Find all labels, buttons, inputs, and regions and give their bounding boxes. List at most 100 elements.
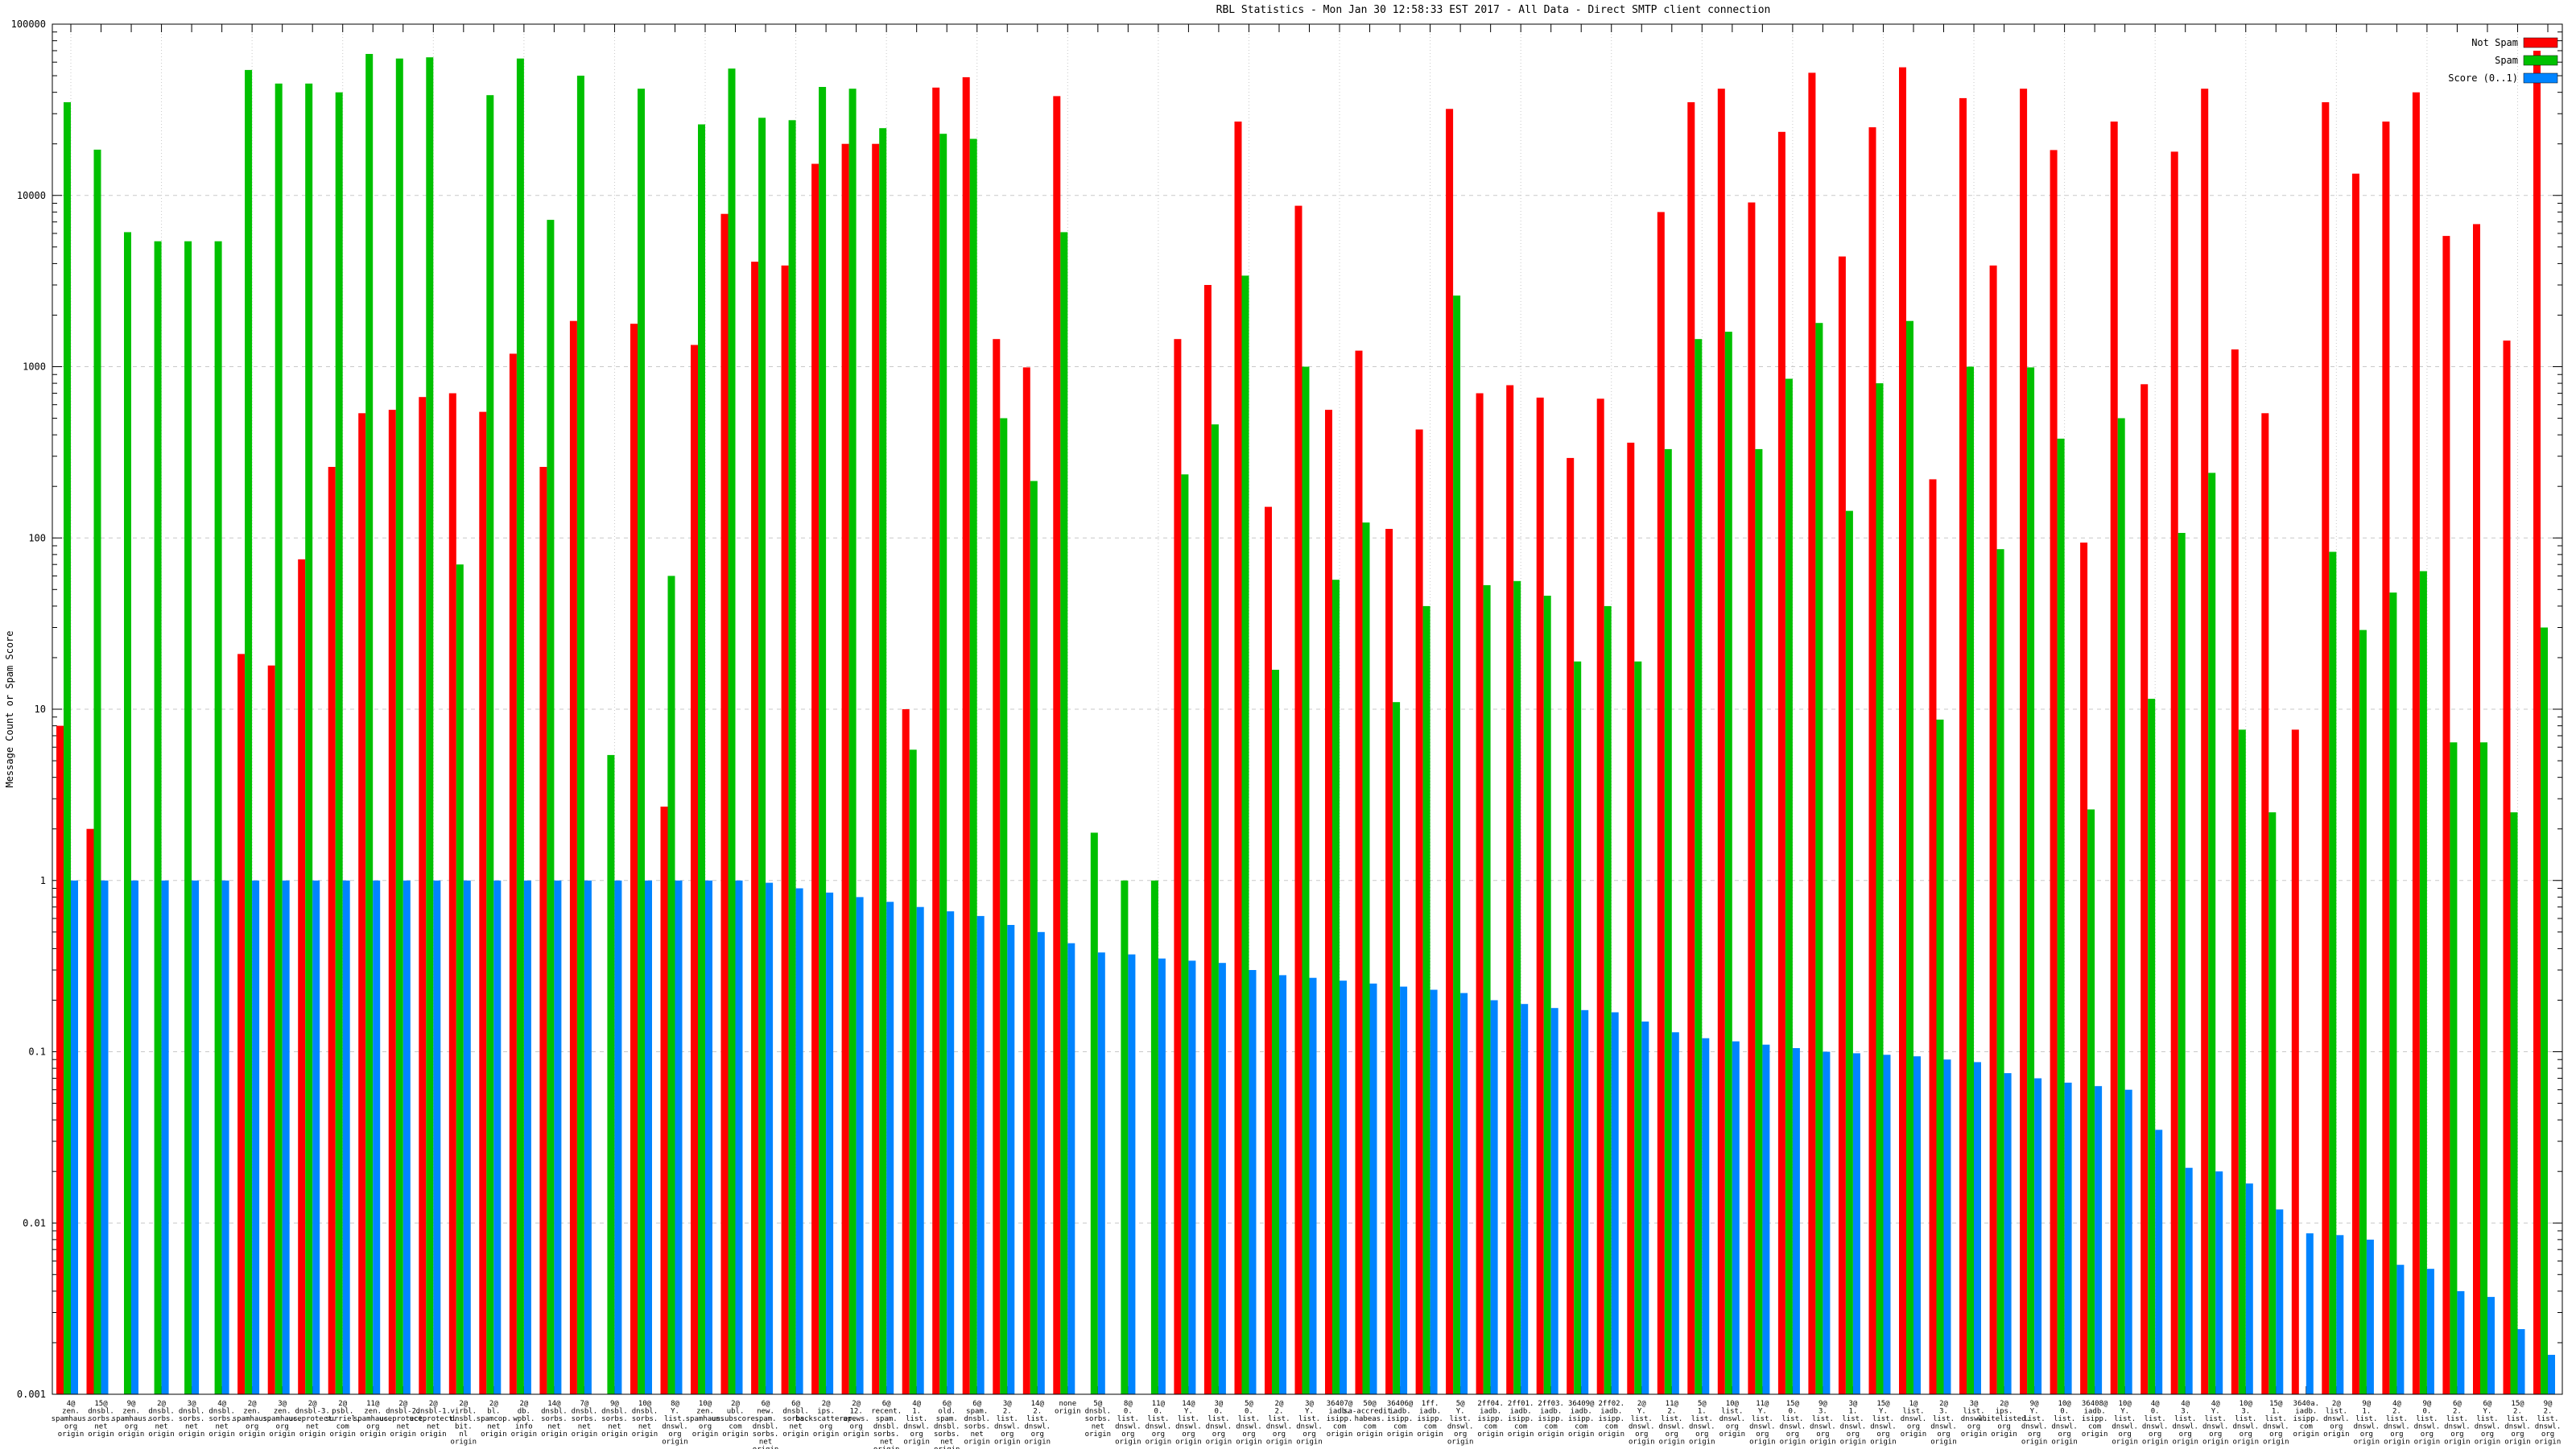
x-category-label: origin xyxy=(1055,1408,1081,1416)
x-category-label: isipp. xyxy=(1508,1415,1534,1423)
bar-spam-9 xyxy=(335,92,343,1395)
x-category-label: dnswl. xyxy=(2021,1423,2048,1431)
bar-score-0-1--1 xyxy=(101,880,109,1395)
bar-score-0-1--71 xyxy=(2215,1171,2223,1394)
bar-score-0-1--18 xyxy=(614,880,622,1395)
bar-not-spam-81 xyxy=(2503,341,2511,1395)
bar-not-spam-62 xyxy=(1929,479,1937,1394)
bar-spam-57 xyxy=(1785,378,1793,1394)
bar-score-0-1--31 xyxy=(1007,925,1015,1394)
x-category-label: net xyxy=(578,1423,591,1431)
bar-score-0-1--64 xyxy=(2004,1073,2012,1394)
x-category-label: Y. xyxy=(1637,1408,1646,1416)
bar-spam-75 xyxy=(2329,551,2337,1394)
x-category-label: 2ff03. xyxy=(1538,1400,1564,1408)
x-category-label: org xyxy=(125,1423,138,1431)
x-category-label: isipp. xyxy=(2082,1415,2108,1423)
bar-score-0-1--60 xyxy=(1883,1055,1891,1394)
bar-not-spam-74 xyxy=(2291,729,2299,1394)
x-category-label: dnswl. xyxy=(1025,1423,1051,1431)
bar-score-0-1--24 xyxy=(795,888,803,1394)
bar-not-spam-77 xyxy=(2382,122,2390,1394)
bar-not-spam-16 xyxy=(539,467,547,1394)
x-category-label: origin xyxy=(2172,1439,2198,1447)
x-category-label: net xyxy=(487,1423,500,1431)
x-category-label: 3@ xyxy=(1849,1400,1858,1408)
x-category-label: origin xyxy=(903,1439,930,1447)
x-category-label: Y. xyxy=(1456,1408,1465,1416)
bar-not-spam-12 xyxy=(419,397,427,1395)
x-category-label: org xyxy=(910,1430,923,1439)
bar-score-0-1--68 xyxy=(2124,1089,2132,1394)
x-category-label: list. xyxy=(2476,1415,2498,1423)
bar-spam-62 xyxy=(1936,719,1944,1394)
bar-not-spam-40 xyxy=(1265,506,1272,1394)
bar-score-0-1--81 xyxy=(2517,1329,2525,1394)
bar-spam-60 xyxy=(1876,383,1884,1395)
bar-spam-15 xyxy=(516,58,524,1395)
x-category-label: origin xyxy=(782,1430,809,1439)
bar-score-0-1--34 xyxy=(1097,952,1105,1394)
x-category-label: 1@ xyxy=(1909,1400,1918,1408)
x-category-label: com xyxy=(1514,1423,1527,1431)
bar-not-spam-19 xyxy=(630,324,638,1395)
x-category-label: 15@ xyxy=(2269,1400,2283,1408)
bar-score-0-1--8 xyxy=(312,880,320,1395)
y-tick-label: 0.01 xyxy=(23,1217,46,1228)
bar-spam-31 xyxy=(1000,418,1008,1394)
x-category-label: ubl. xyxy=(727,1408,745,1416)
bar-score-0-1--29 xyxy=(947,911,955,1394)
x-category-label: 36407@ xyxy=(1327,1400,1353,1408)
x-category-label: isipp. xyxy=(2293,1415,2320,1423)
bar-spam-11 xyxy=(395,58,403,1395)
x-category-label: origin xyxy=(88,1430,114,1439)
x-category-label: org xyxy=(276,1423,289,1431)
x-category-label: 0. xyxy=(2060,1408,2069,1416)
x-category-label: origin xyxy=(299,1430,326,1439)
bar-score-0-1--35 xyxy=(1128,954,1136,1394)
x-category-label: com xyxy=(729,1423,741,1431)
x-category-label: 2@ xyxy=(1275,1400,1284,1408)
x-category-label: com xyxy=(1575,1423,1587,1431)
x-category-label: list. xyxy=(2205,1415,2227,1423)
x-category-label: 11@ xyxy=(366,1400,380,1408)
bar-not-spam-6 xyxy=(237,654,246,1394)
bar-not-spam-79 xyxy=(2442,236,2450,1395)
x-category-label: net xyxy=(940,1439,953,1447)
x-category-label: 2@ xyxy=(429,1400,438,1408)
x-category-label: com xyxy=(1484,1423,1497,1431)
x-category-label: zen. xyxy=(364,1408,382,1416)
x-category-label: dnsbl. xyxy=(572,1408,598,1416)
x-category-label: com xyxy=(1423,1423,1436,1431)
x-category-label: list. xyxy=(1147,1415,1169,1423)
bar-spam-51 xyxy=(1604,605,1612,1394)
bar-spam-48 xyxy=(1513,580,1521,1394)
x-category-label: dnswl. xyxy=(1689,1423,1715,1431)
x-category-label: origin xyxy=(2112,1439,2138,1447)
x-category-label: origin xyxy=(2475,1439,2501,1447)
x-category-label: org xyxy=(819,1423,832,1431)
legend-label-score-0-1-: Score (0..1) xyxy=(2448,72,2518,84)
x-category-label: com xyxy=(1605,1423,1618,1431)
bar-score-0-1--27 xyxy=(886,902,894,1394)
x-category-label: 2@ xyxy=(248,1400,257,1408)
plot-border xyxy=(52,23,2563,1395)
bar-not-spam-80 xyxy=(2473,224,2480,1394)
bar-spam-32 xyxy=(1030,481,1038,1394)
bar-score-0-1--75 xyxy=(2336,1235,2344,1394)
bar-spam-80 xyxy=(2480,742,2487,1394)
x-category-label: 3640a. xyxy=(2293,1400,2320,1408)
x-category-label: 7@ xyxy=(580,1400,588,1408)
x-category-label: org xyxy=(1847,1430,1860,1439)
x-category-label: 2. xyxy=(2453,1408,2462,1416)
bar-spam-7 xyxy=(275,83,283,1394)
x-category-label: 3@ xyxy=(1305,1400,1314,1408)
x-category-label: origin xyxy=(1810,1439,1836,1447)
x-category-label: org xyxy=(1937,1430,1950,1439)
bar-score-0-1--78 xyxy=(2426,1269,2434,1394)
x-category-label: 3@ xyxy=(1003,1400,1012,1408)
bar-spam-26 xyxy=(848,89,857,1395)
x-category-label: spamhaus. xyxy=(112,1415,151,1423)
x-category-label: bit. xyxy=(455,1423,473,1431)
bar-score-0-1--55 xyxy=(1732,1041,1740,1394)
